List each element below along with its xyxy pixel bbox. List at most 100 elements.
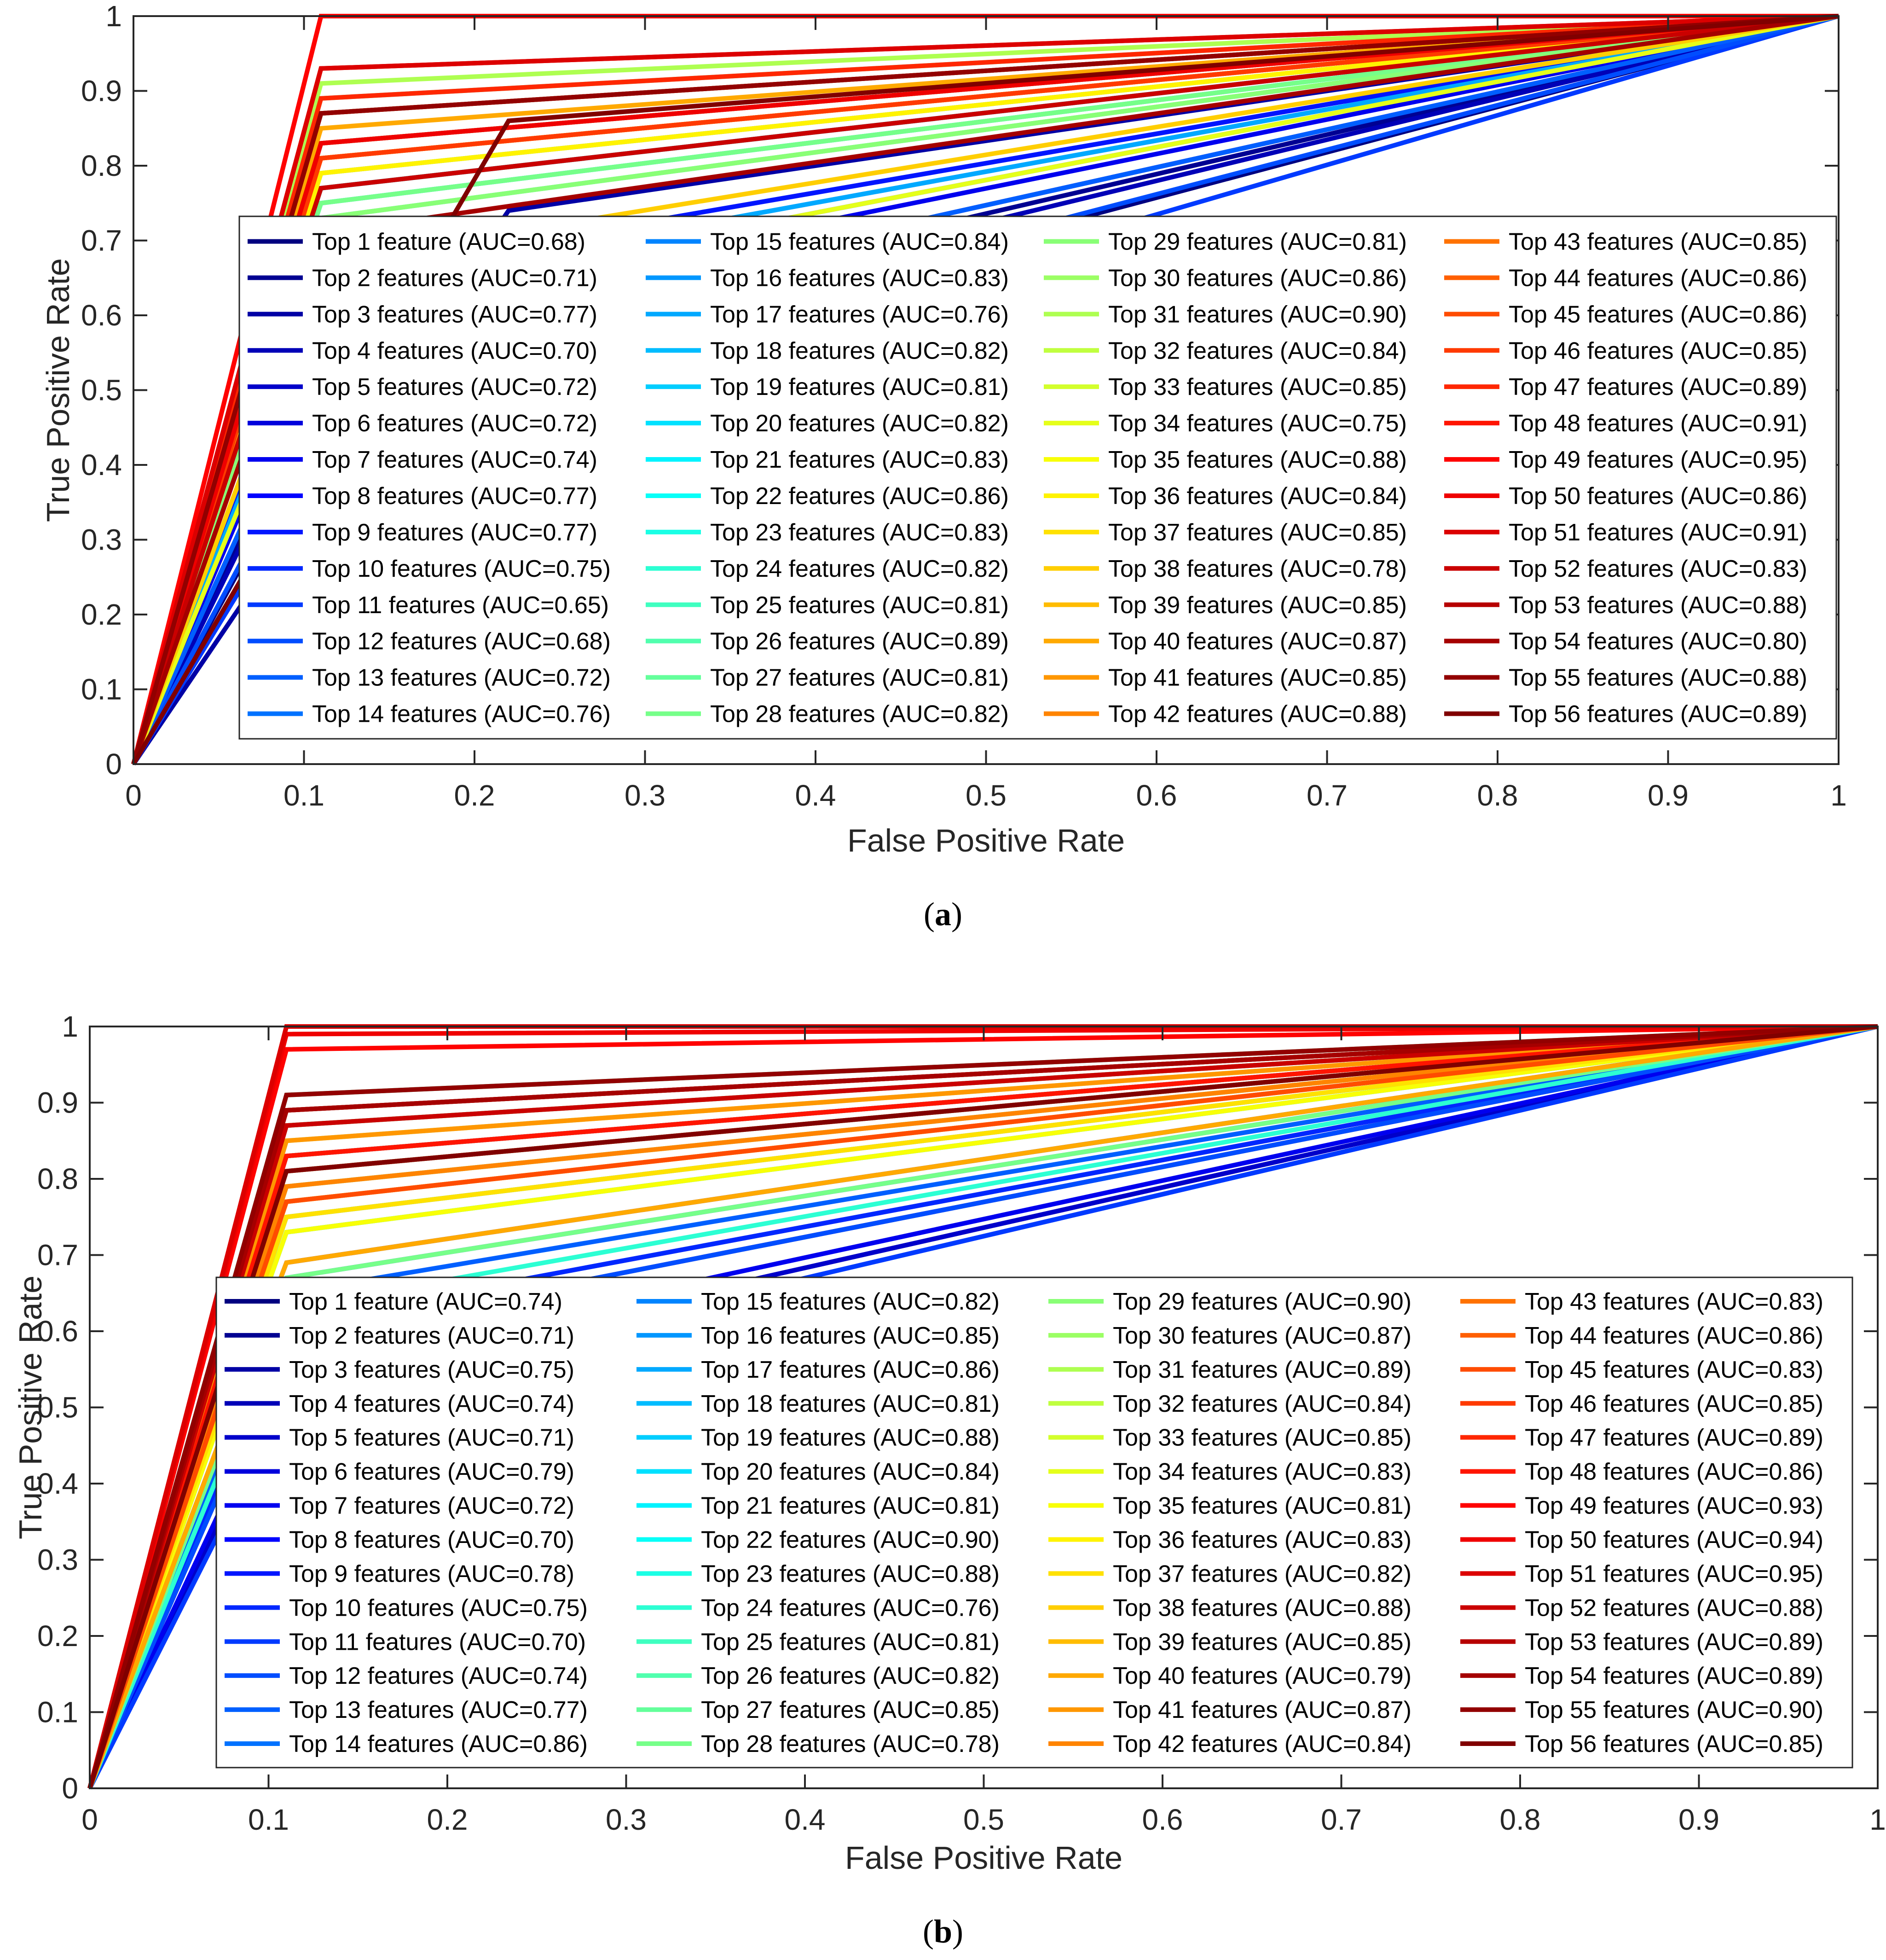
legend-entry-55: Top 55 features (AUC=0.88) — [1509, 665, 1807, 691]
legend-entry-28: Top 28 features (AUC=0.82) — [710, 701, 1009, 728]
legend-entry-33: Top 33 features (AUC=0.85) — [1113, 1425, 1412, 1451]
legend-entry-34: Top 34 features (AUC=0.83) — [1113, 1459, 1412, 1485]
legend-entry-27: Top 27 features (AUC=0.81) — [710, 665, 1009, 691]
legend-entry-24: Top 24 features (AUC=0.82) — [710, 556, 1009, 582]
legend-entry-25: Top 25 features (AUC=0.81) — [710, 592, 1009, 619]
legend-entry-6: Top 6 features (AUC=0.79) — [289, 1459, 574, 1485]
legend-entry-27: Top 27 features (AUC=0.85) — [701, 1697, 1000, 1723]
legend-entry-21: Top 21 features (AUC=0.83) — [710, 447, 1009, 473]
legend-entry-32: Top 32 features (AUC=0.84) — [1108, 337, 1407, 364]
legend-entry-5: Top 5 features (AUC=0.71) — [289, 1425, 574, 1451]
legend-entry-12: Top 12 features (AUC=0.74) — [289, 1663, 588, 1689]
legend-entry-48: Top 48 features (AUC=0.86) — [1525, 1459, 1823, 1485]
legend-entry-1: Top 1 feature (AUC=0.74) — [289, 1288, 562, 1315]
legend-entry-30: Top 30 features (AUC=0.87) — [1113, 1322, 1412, 1349]
y-tick-label: 0.8 — [81, 149, 122, 182]
legend-entry-45: Top 45 features (AUC=0.83) — [1525, 1357, 1823, 1383]
x-tick-label: 0.6 — [1136, 779, 1177, 812]
legend-entry-39: Top 39 features (AUC=0.85) — [1113, 1629, 1412, 1655]
legend-entry-42: Top 42 features (AUC=0.88) — [1108, 701, 1407, 728]
legend-entry-5: Top 5 features (AUC=0.72) — [312, 374, 597, 400]
legend-entry-25: Top 25 features (AUC=0.81) — [701, 1629, 1000, 1655]
legend-entry-41: Top 41 features (AUC=0.87) — [1113, 1697, 1412, 1723]
y-tick-label: 1 — [105, 0, 122, 33]
legend-entry-56: Top 56 features (AUC=0.85) — [1525, 1731, 1823, 1757]
legend-entry-49: Top 49 features (AUC=0.93) — [1525, 1493, 1823, 1519]
legend-entry-16: Top 16 features (AUC=0.83) — [710, 265, 1009, 291]
panel-caption-a: (a) — [924, 896, 962, 933]
x-tick-label: 0.4 — [795, 779, 836, 812]
legend-entry-13: Top 13 features (AUC=0.72) — [312, 665, 611, 691]
legend-entry-36: Top 36 features (AUC=0.84) — [1108, 483, 1407, 510]
legend-entry-31: Top 31 features (AUC=0.90) — [1108, 301, 1407, 328]
legend-entry-55: Top 55 features (AUC=0.90) — [1525, 1697, 1823, 1723]
y-tick-label: 0.9 — [37, 1086, 78, 1119]
legend-entry-43: Top 43 features (AUC=0.83) — [1525, 1288, 1823, 1315]
legend-entry-6: Top 6 features (AUC=0.72) — [312, 410, 597, 437]
legend-entry-10: Top 10 features (AUC=0.75) — [312, 556, 611, 582]
legend-entry-30: Top 30 features (AUC=0.86) — [1108, 265, 1407, 291]
legend-entry-10: Top 10 features (AUC=0.75) — [289, 1595, 588, 1621]
legend-entry-48: Top 48 features (AUC=0.91) — [1509, 410, 1807, 437]
y-tick-label: 0.1 — [37, 1696, 78, 1729]
x-tick-label: 1 — [1830, 779, 1847, 812]
caption-close-paren: ) — [952, 1913, 963, 1950]
legend-entry-11: Top 11 features (AUC=0.70) — [289, 1629, 586, 1655]
x-tick-label: 0.3 — [625, 779, 665, 812]
legend-entry-4: Top 4 features (AUC=0.70) — [312, 337, 597, 364]
legend-entry-51: Top 51 features (AUC=0.91) — [1509, 519, 1807, 546]
legend-entry-24: Top 24 features (AUC=0.76) — [701, 1595, 1000, 1621]
roc-curve-45 — [87, 1024, 1878, 1789]
x-tick-label: 0.2 — [427, 1803, 468, 1836]
legend-entry-2: Top 2 features (AUC=0.71) — [289, 1322, 574, 1349]
legend-entry-52: Top 52 features (AUC=0.83) — [1509, 556, 1807, 582]
legend-entry-29: Top 29 features (AUC=0.81) — [1108, 228, 1407, 255]
legend-entry-29: Top 29 features (AUC=0.90) — [1113, 1288, 1412, 1315]
legend-entry-34: Top 34 features (AUC=0.75) — [1108, 410, 1407, 437]
legend-entry-54: Top 54 features (AUC=0.89) — [1525, 1663, 1823, 1689]
legend-box — [238, 215, 1837, 740]
legend-entry-19: Top 19 features (AUC=0.81) — [710, 374, 1009, 400]
legend-entry-8: Top 8 features (AUC=0.70) — [289, 1526, 574, 1553]
y-tick-label: 0.4 — [37, 1467, 78, 1500]
legend-entry-45: Top 45 features (AUC=0.86) — [1509, 301, 1807, 328]
x-tick-label: 0.7 — [1321, 1803, 1362, 1836]
legend-entry-35: Top 35 features (AUC=0.81) — [1113, 1493, 1412, 1519]
legend-entry-40: Top 40 features (AUC=0.79) — [1113, 1663, 1412, 1689]
y-axis-title: True Positive Rate — [40, 258, 76, 522]
legend-entry-8: Top 8 features (AUC=0.77) — [312, 483, 597, 510]
legend-entry-22: Top 22 features (AUC=0.90) — [701, 1526, 1000, 1553]
roc-curve-56 — [87, 1024, 1878, 1789]
x-tick-label: 1 — [1869, 1803, 1886, 1836]
legend-entry-50: Top 50 features (AUC=0.86) — [1509, 483, 1807, 510]
legend-entry-28: Top 28 features (AUC=0.78) — [701, 1731, 1000, 1757]
x-tick-label: 0.9 — [1678, 1803, 1719, 1836]
legend-entry-46: Top 46 features (AUC=0.85) — [1509, 337, 1807, 364]
legend-entry-56: Top 56 features (AUC=0.89) — [1509, 701, 1807, 728]
legend-entry-14: Top 14 features (AUC=0.86) — [289, 1731, 588, 1757]
x-tick-label: 0 — [125, 779, 142, 812]
legend-entry-52: Top 52 features (AUC=0.88) — [1525, 1595, 1823, 1621]
legend-entry-18: Top 18 features (AUC=0.81) — [701, 1391, 1000, 1417]
roc-curve-51 — [131, 14, 1839, 765]
caption-open-paren: ( — [923, 1913, 934, 1950]
legend-entry-12: Top 12 features (AUC=0.68) — [312, 628, 611, 655]
x-tick-label: 0.6 — [1142, 1803, 1183, 1836]
roc-curve-40 — [87, 1024, 1878, 1789]
y-tick-label: 0.6 — [37, 1315, 78, 1348]
x-axis-title: False Positive Rate — [847, 823, 1125, 858]
legend-entry-49: Top 49 features (AUC=0.95) — [1509, 447, 1807, 473]
legend-entry-35: Top 35 features (AUC=0.88) — [1108, 447, 1407, 473]
roc-curve-55 — [87, 1024, 1878, 1789]
legend-entry-36: Top 36 features (AUC=0.83) — [1113, 1526, 1412, 1553]
x-tick-label: 0.5 — [963, 1803, 1004, 1836]
x-tick-label: 0.8 — [1477, 779, 1518, 812]
y-tick-label: 0.6 — [81, 299, 122, 332]
legend-entry-44: Top 44 features (AUC=0.86) — [1509, 265, 1807, 291]
legend-entry-38: Top 38 features (AUC=0.88) — [1113, 1595, 1412, 1621]
x-tick-label: 0.3 — [606, 1803, 647, 1836]
caption-letter: a — [935, 896, 951, 933]
legend-entry-4: Top 4 features (AUC=0.74) — [289, 1391, 574, 1417]
legend-entry-18: Top 18 features (AUC=0.82) — [710, 337, 1009, 364]
